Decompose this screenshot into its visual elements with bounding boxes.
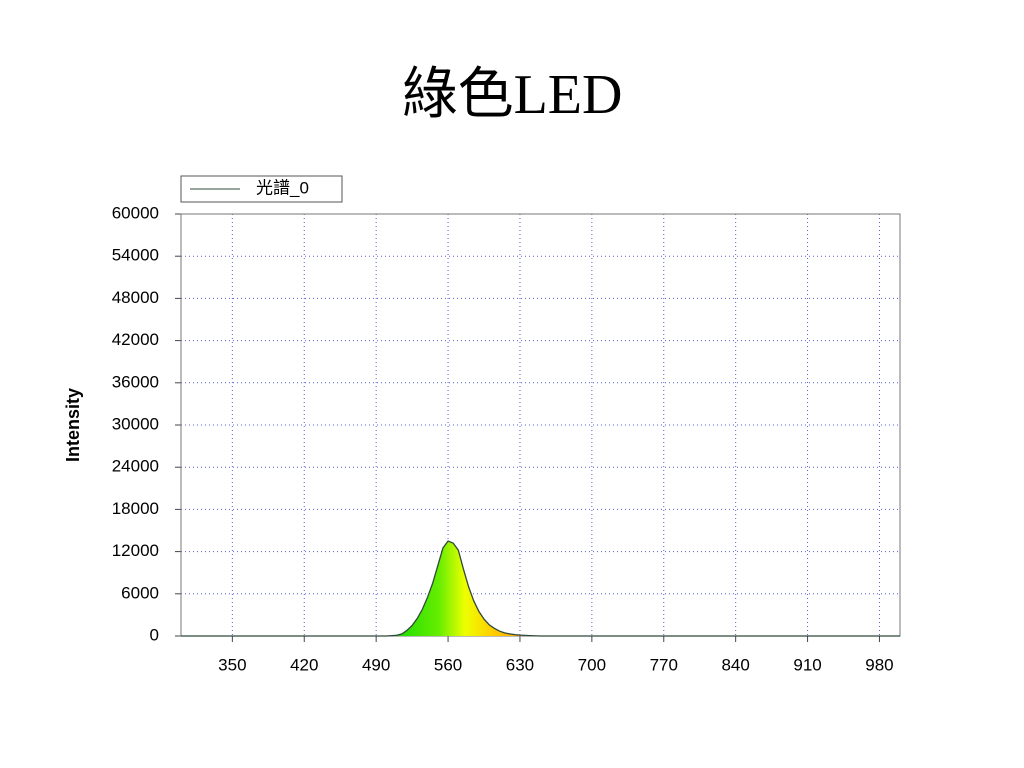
x-tick-label: 980 [865, 655, 893, 674]
y-tick-label: 6000 [121, 583, 159, 602]
x-tick-label: 840 [721, 655, 749, 674]
y-tick-label: 18000 [112, 499, 159, 518]
x-tick-label: 350 [218, 655, 246, 674]
y-axis-label: Intensity [63, 388, 83, 462]
y-tick-label: 0 [150, 625, 159, 644]
x-tick-label: 490 [362, 655, 390, 674]
x-tick-label: 560 [434, 655, 462, 674]
y-tick-label: 36000 [112, 372, 159, 391]
spectrum-line [181, 540, 900, 637]
chart-title: 綠色LED [402, 64, 623, 126]
y-tick-label: 12000 [112, 541, 159, 560]
legend-label: 光譜_0 [256, 178, 309, 197]
y-tick-label: 60000 [112, 203, 159, 222]
y-tick-label: 42000 [112, 330, 159, 349]
y-tick-label: 48000 [112, 288, 159, 307]
x-tick-label: 770 [650, 655, 678, 674]
y-tick-label: 30000 [112, 414, 159, 433]
x-tick-label: 630 [506, 655, 534, 674]
x-tick-label: 700 [578, 655, 606, 674]
y-tick-label: 24000 [112, 457, 159, 476]
spectrum-area [181, 541, 900, 636]
plot-frame [180, 213, 901, 637]
x-tick-label: 910 [793, 655, 821, 674]
x-tick-label: 420 [290, 655, 318, 674]
y-tick-label: 54000 [112, 246, 159, 265]
legend: 光譜_0 [180, 175, 343, 203]
